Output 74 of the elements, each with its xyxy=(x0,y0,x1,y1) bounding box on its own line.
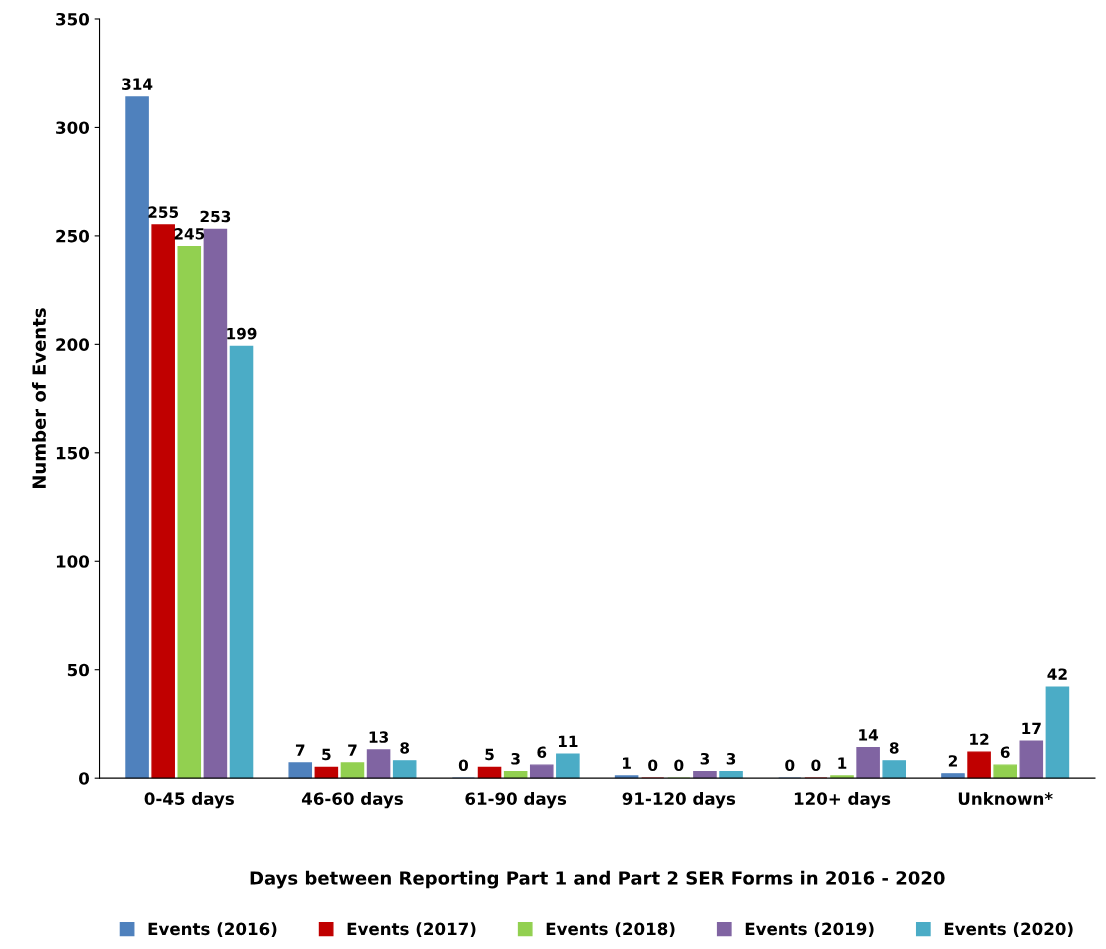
data-label: 14 xyxy=(859,729,879,741)
x-tick-label: 0-45 days xyxy=(144,792,234,809)
data-label: 42 xyxy=(1047,668,1067,680)
data-label: 6 xyxy=(537,746,547,759)
bar xyxy=(125,96,149,779)
legend-label: Events (2016) xyxy=(148,922,277,938)
y-tick-label: 350 xyxy=(56,12,90,26)
data-label: 314 xyxy=(122,78,153,90)
bar xyxy=(477,766,502,779)
x-tick-label: 46-60 days xyxy=(301,792,403,809)
x-axis-title: Days between Reporting Part 1 and Part 2 SER Forms in 2016 - 2020 xyxy=(250,870,945,889)
data-label: 2 xyxy=(948,755,957,767)
bar xyxy=(967,751,991,779)
data-label: 11 xyxy=(558,735,578,747)
bar xyxy=(392,760,417,779)
data-label: 199 xyxy=(227,327,257,340)
data-label: 0 xyxy=(811,759,821,772)
bar xyxy=(340,762,365,779)
legend-label: Events (2018) xyxy=(546,922,675,938)
bar xyxy=(693,770,717,779)
x-tick-label: 91-120 days xyxy=(622,792,736,809)
data-label: 6 xyxy=(1000,746,1010,759)
bar xyxy=(529,764,554,779)
data-label: 3 xyxy=(726,752,736,765)
bar xyxy=(556,753,580,779)
bar xyxy=(151,224,175,779)
legend-label: Events (2019) xyxy=(745,922,874,938)
bar xyxy=(203,228,228,779)
x-tick-label: Unknown* xyxy=(958,792,1053,805)
bar xyxy=(366,749,391,779)
x-tick-label: 61-90 days xyxy=(465,792,567,809)
y-tick-label: 300 xyxy=(56,121,90,135)
bar xyxy=(719,770,743,779)
bar xyxy=(830,775,854,779)
y-tick-label: 100 xyxy=(56,555,90,568)
data-label: 8 xyxy=(889,742,899,754)
data-label: 0 xyxy=(785,759,795,772)
data-label: 8 xyxy=(400,742,410,754)
bar xyxy=(503,770,528,779)
bar xyxy=(288,762,313,779)
data-label: 0 xyxy=(648,759,658,772)
y-tick-label: 50 xyxy=(67,663,90,677)
data-label: 0 xyxy=(458,759,469,772)
data-label: 7 xyxy=(348,744,357,756)
data-label: 1 xyxy=(838,757,847,769)
bar xyxy=(882,760,907,779)
y-tick-label: 250 xyxy=(56,229,90,243)
data-label: 7 xyxy=(295,744,305,756)
data-label: 3 xyxy=(700,752,710,765)
bar xyxy=(993,764,1017,779)
legend-label: Events (2017) xyxy=(347,922,476,938)
data-label: 5 xyxy=(485,748,494,761)
bar xyxy=(1019,740,1044,779)
data-label: 17 xyxy=(1022,722,1041,734)
data-label: 1 xyxy=(623,757,631,769)
data-label: 0 xyxy=(674,759,684,772)
legend-label: Events (2020) xyxy=(944,922,1073,938)
bar xyxy=(1045,686,1070,779)
y-tick-label: 200 xyxy=(56,338,90,351)
data-label: 13 xyxy=(369,731,388,743)
y-tick-label: 0 xyxy=(79,772,90,785)
x-tick-label: 120+ days xyxy=(794,792,891,809)
data-label: 5 xyxy=(322,748,331,761)
bar xyxy=(941,773,965,779)
bar xyxy=(856,747,880,779)
bar xyxy=(177,246,202,779)
y-tick-label: 150 xyxy=(56,446,90,460)
data-label: 3 xyxy=(511,752,520,765)
data-label: 12 xyxy=(970,733,989,745)
data-label: 253 xyxy=(200,210,231,223)
bar xyxy=(614,775,639,779)
bar xyxy=(314,766,339,779)
bar xyxy=(229,345,254,779)
y-axis-title: Number of Events xyxy=(32,308,46,489)
